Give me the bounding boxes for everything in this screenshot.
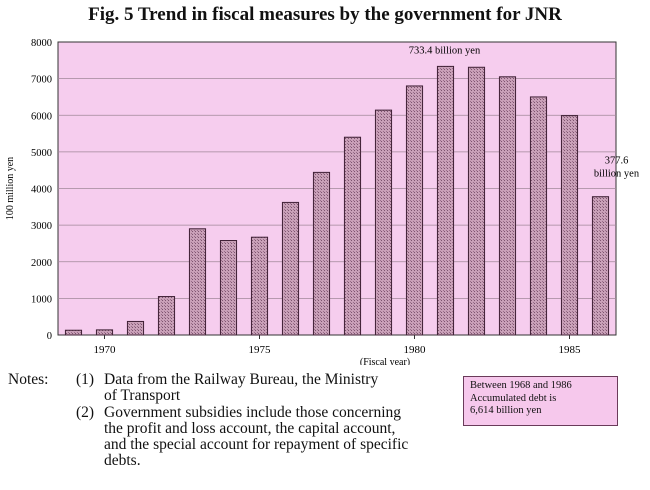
note-number: (1) (76, 371, 95, 388)
bar (560, 115, 579, 336)
note-line: Government subsidies include those conce… (104, 404, 402, 421)
y-axis-label: 100 million yen (5, 157, 16, 220)
bar (250, 236, 269, 336)
note-line: of Transport (104, 387, 181, 404)
infobox-line: Between 1968 and 1986 (470, 380, 572, 391)
y-tick-label: 7000 (31, 75, 52, 86)
y-tick-label: 3000 (31, 221, 52, 232)
data-annotation: billion yen (594, 169, 640, 180)
infobox-line: Accumulated debt is (470, 392, 557, 404)
bar (467, 66, 486, 336)
bar (436, 65, 455, 336)
x-tick-label: 1975 (249, 344, 272, 356)
data-annotation: 377.6 (605, 156, 629, 167)
bar (95, 329, 114, 336)
y-tick-label: 5000 (31, 148, 52, 159)
y-tick-label: 8000 (31, 38, 52, 49)
notes-section: Notes: (1) Data from the Railway Bureau,… (8, 372, 448, 469)
note-line: debts. (104, 452, 141, 469)
note-line: the profit and loss account, the capital… (104, 420, 396, 437)
bar (219, 240, 238, 336)
bar (529, 96, 548, 336)
chart-title: Fig. 5 Trend in fiscal measures by the g… (88, 4, 562, 25)
bar (312, 171, 331, 336)
bar (281, 201, 300, 336)
bar (188, 228, 207, 336)
note-line: and the special account for repayment of… (104, 436, 409, 453)
bar (343, 136, 362, 336)
bar (374, 109, 393, 336)
y-tick-label: 1000 (31, 294, 52, 305)
x-axis-label: (Fiscal year) (360, 357, 410, 365)
bar (498, 76, 517, 336)
x-tick-label: 1970 (94, 344, 117, 356)
x-tick-label: 1980 (404, 344, 427, 356)
notes-label: Notes: (8, 371, 49, 388)
bar (405, 85, 424, 336)
note-number: (2) (76, 404, 95, 421)
note-text: Government subsidies include those conce… (104, 405, 448, 469)
accumulated-debt-box: Between 1968 and 1986 Accumulated debt i… (463, 376, 618, 426)
data-annotation: 733.4 billion yen (409, 45, 481, 56)
bar (126, 320, 145, 336)
bar-chart: 0 1000 2000 3000 4000 5000 6000 7000 8000 1970 197… (5, 38, 640, 365)
note-text: Data from the Railway Bureau, the Minist… (104, 372, 448, 404)
bar (157, 296, 176, 336)
note-line: Data from the Railway Bureau, the Minist… (104, 371, 379, 388)
infobox-line: 6,614 billion yen (470, 405, 542, 416)
bar (64, 329, 83, 336)
y-tick-label: 4000 (31, 185, 52, 196)
y-tick-label: 2000 (31, 258, 52, 269)
bar (591, 196, 610, 336)
x-tick-label: 1985 (559, 344, 582, 356)
y-tick-label: 6000 (31, 111, 52, 122)
y-tick-label: 0 (47, 331, 52, 342)
